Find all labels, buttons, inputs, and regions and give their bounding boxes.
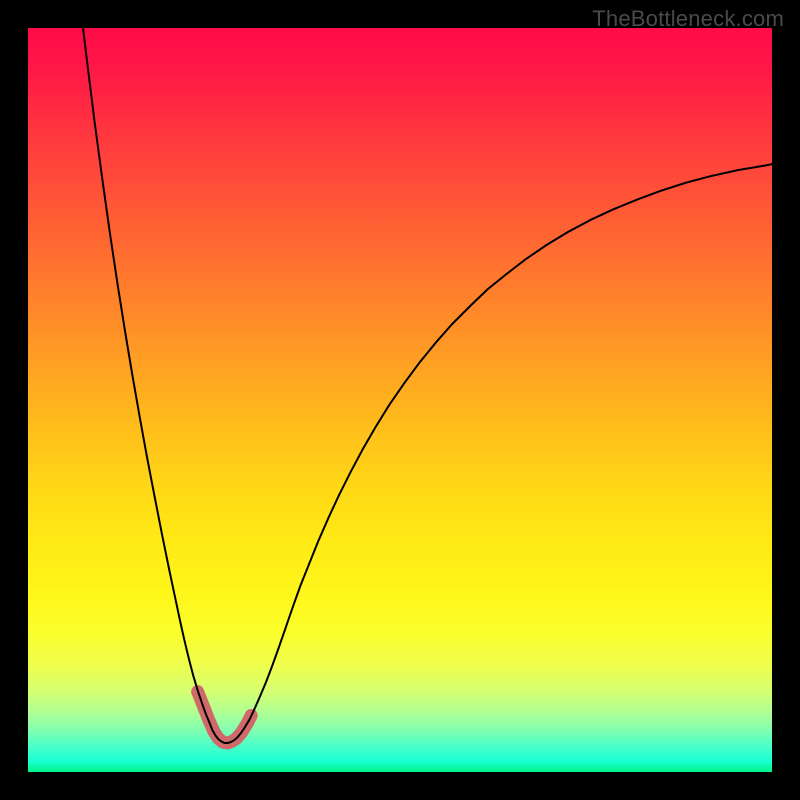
chart-root: TheBottleneck.com [0,0,800,800]
bottleneck-curve [83,28,772,743]
curve-layer [28,28,772,772]
highlight-curve [198,692,252,743]
plot-area [28,28,772,772]
watermark-label: TheBottleneck.com [592,6,784,32]
